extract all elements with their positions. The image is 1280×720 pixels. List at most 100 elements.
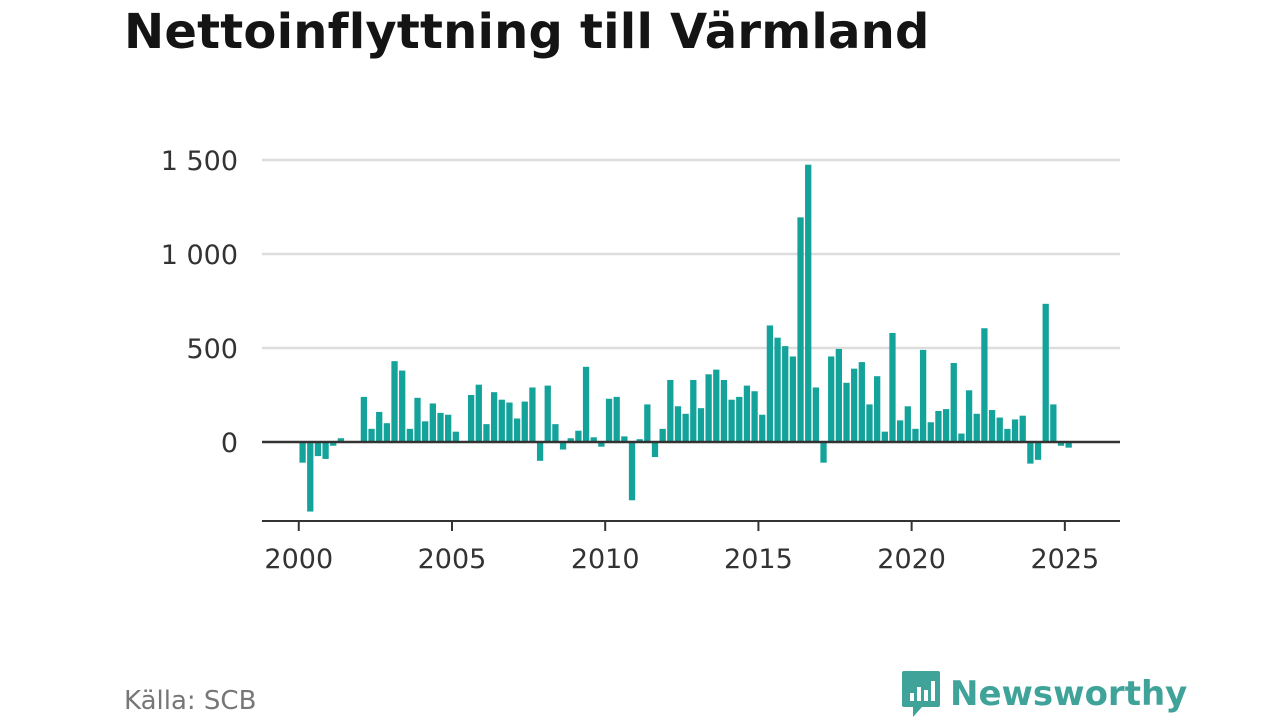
bar-2000-Q3 (314, 442, 322, 457)
bar-2003-Q2 (399, 370, 406, 442)
bar-2009-Q1 (575, 430, 582, 442)
bar-2015-Q2 (766, 325, 774, 442)
bar-2011-Q4 (659, 428, 666, 442)
bar-2022-Q4 (996, 417, 1003, 442)
y-tick-label: 1 000 (161, 240, 238, 271)
bar-2024-Q4 (1057, 442, 1065, 446)
bar-2022-Q3 (988, 410, 996, 442)
bar-2008-Q2 (552, 424, 559, 442)
bar-2017-Q1 (820, 442, 827, 463)
x-tick-label: 2025 (1030, 544, 1099, 575)
bar-2003-Q4 (414, 397, 421, 442)
axis-layer (262, 440, 1120, 531)
bar-2007-Q3 (529, 387, 536, 442)
bar-2009-Q4 (598, 442, 605, 447)
bar-2016-Q4 (812, 387, 820, 442)
x-tick-label: 2015 (724, 544, 793, 575)
bar-2002-Q1 (360, 396, 368, 442)
bar-2010-Q1 (605, 398, 613, 442)
bar-2013-Q3 (713, 369, 720, 442)
bar-2020-Q4 (935, 410, 942, 442)
bar-2018-Q1 (851, 368, 858, 442)
bar-2019-Q1 (881, 431, 888, 442)
bar-2019-Q4 (904, 406, 911, 442)
bar-2007-Q1 (513, 418, 521, 442)
bar-2013-Q2 (705, 374, 712, 442)
tick-label-layer: 0 500 1 000 1 500 2000 2005 2010 2015 2020 2025 (161, 146, 1099, 575)
bar-2015-Q4 (782, 346, 789, 442)
bar-2016-Q2 (797, 217, 804, 442)
bar-2009-Q2 (582, 366, 590, 442)
bar-2003-Q3 (406, 428, 413, 442)
source-note: Källa: SCB (124, 686, 257, 716)
x-tick-label: 2005 (418, 544, 487, 575)
bar-2022-Q1 (973, 413, 980, 442)
bar-2007-Q4 (536, 442, 544, 461)
bar-2021-Q3 (958, 433, 965, 442)
bar-2005-Q1 (452, 431, 459, 442)
x-tick-label: 2010 (571, 544, 640, 575)
bar-2002-Q3 (376, 411, 383, 442)
bar-2011-Q3 (651, 442, 659, 458)
bar-2010-Q3 (621, 436, 628, 442)
bar-2008-Q4 (567, 438, 574, 442)
bar-2021-Q1 (942, 409, 950, 442)
bar-2012-Q3 (682, 413, 689, 442)
bar-2002-Q2 (368, 428, 375, 442)
bar-2005-Q4 (475, 384, 482, 442)
bar-2022-Q2 (981, 328, 988, 442)
bar-2011-Q1 (636, 439, 643, 442)
bar-2019-Q2 (889, 332, 896, 442)
bar-2021-Q4 (965, 390, 973, 442)
bar-2017-Q4 (843, 382, 850, 442)
bar-2006-Q1 (483, 424, 490, 442)
bar-2015-Q1 (759, 414, 766, 442)
bar-2024-Q3 (1050, 404, 1057, 442)
bar-2023-Q4 (1027, 442, 1034, 464)
bar-2014-Q2 (736, 396, 743, 442)
bar-2023-Q3 (1019, 415, 1026, 442)
bar-2024-Q2 (1042, 303, 1049, 442)
bar-2023-Q2 (1011, 419, 1019, 442)
y-tick-label: 0 (221, 428, 238, 459)
bar-2021-Q2 (950, 363, 957, 442)
bar-2017-Q2 (828, 356, 835, 442)
grid-layer (262, 158, 1120, 350)
bar-2023-Q1 (1004, 428, 1011, 442)
bar-2002-Q4 (383, 423, 391, 442)
newsworthy-logo-icon (902, 671, 940, 717)
bar-2013-Q4 (720, 379, 728, 442)
bar-2016-Q1 (789, 356, 797, 442)
bar-2016-Q3 (805, 164, 812, 442)
y-tick-label: 500 (186, 334, 238, 365)
bar-2012-Q4 (690, 379, 697, 442)
bar-2001-Q2 (337, 438, 345, 442)
bar-2008-Q1 (544, 385, 551, 442)
bar-2004-Q3 (437, 412, 444, 442)
bar-2001-Q1 (330, 442, 337, 446)
bar-2009-Q3 (590, 437, 597, 442)
x-tick-label: 2000 (264, 544, 333, 575)
chart-title: Nettoinflyttning till Värmland (124, 4, 930, 60)
bar-2004-Q2 (429, 403, 436, 442)
bar-2017-Q3 (835, 348, 842, 442)
bar-2014-Q3 (743, 385, 751, 442)
bar-2020-Q1 (912, 428, 919, 442)
bar-2014-Q4 (751, 391, 758, 442)
bar-2012-Q1 (667, 379, 674, 442)
bar-2004-Q1 (422, 421, 429, 442)
bar-2014-Q1 (728, 399, 735, 442)
bar-2004-Q4 (445, 414, 452, 442)
bar-2019-Q3 (896, 420, 904, 442)
bar-2000-Q4 (322, 442, 329, 459)
bar-2010-Q2 (613, 396, 620, 442)
bar-2018-Q4 (874, 376, 881, 442)
bar-2008-Q3 (559, 442, 567, 450)
bar-2000-Q1 (299, 442, 306, 463)
bar-2025-Q1 (1065, 442, 1072, 448)
bar-2006-Q2 (490, 392, 498, 442)
bar-2018-Q2 (858, 362, 865, 442)
bar-layer (299, 164, 1072, 512)
bar-2007-Q2 (521, 401, 528, 442)
